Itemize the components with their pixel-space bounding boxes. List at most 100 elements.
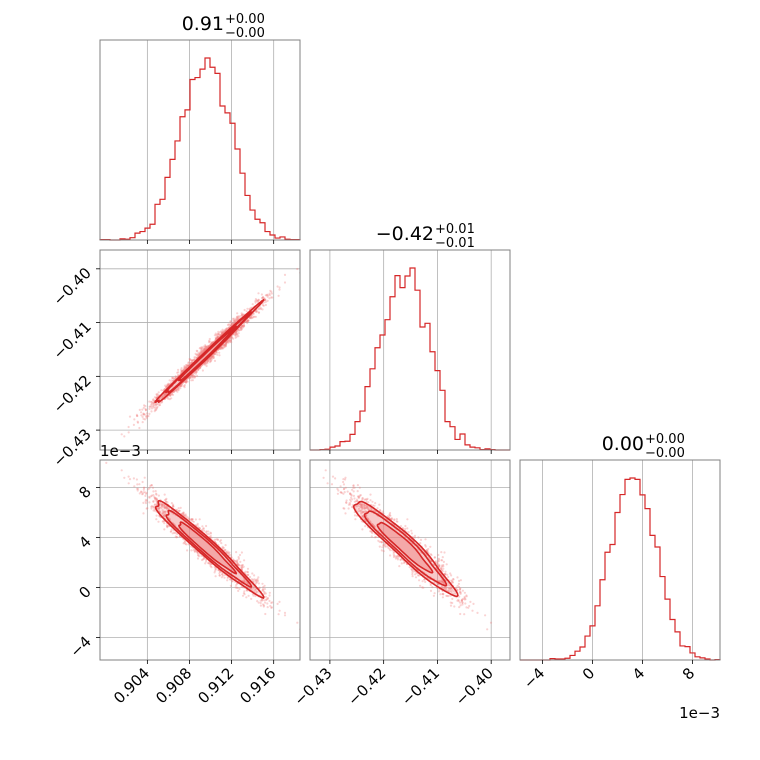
sample-point xyxy=(355,498,359,501)
sample-point xyxy=(242,324,245,327)
sample-point xyxy=(461,598,464,601)
sample-point xyxy=(234,333,237,336)
sample-point xyxy=(465,594,468,597)
sample-point xyxy=(343,487,346,490)
sample-point xyxy=(269,289,272,292)
sample-point xyxy=(259,599,262,602)
sample-point xyxy=(142,486,146,489)
sample-point xyxy=(233,321,236,324)
sample-point xyxy=(235,330,238,333)
sample-point xyxy=(204,347,207,350)
x-offset-label: 1e−3 xyxy=(679,704,720,722)
sample-point xyxy=(326,482,329,485)
sample-point xyxy=(449,604,453,607)
sample-point xyxy=(170,528,173,531)
sample-point xyxy=(235,551,238,554)
sample-point xyxy=(152,490,155,493)
sample-point xyxy=(365,506,369,509)
sample-point xyxy=(171,393,174,396)
sample-point xyxy=(254,589,257,592)
sample-point xyxy=(447,594,450,598)
sample-point xyxy=(356,490,359,493)
sample-point xyxy=(248,307,251,310)
sample-point xyxy=(336,487,339,490)
sample-point xyxy=(365,505,369,508)
sample-point xyxy=(334,477,337,480)
sample-point xyxy=(163,504,166,507)
sample-point xyxy=(196,350,199,353)
sample-point xyxy=(354,500,357,503)
sample-point xyxy=(257,292,260,295)
sample-point xyxy=(193,358,196,361)
sample-point xyxy=(449,601,452,604)
sample-point xyxy=(442,565,445,568)
sample-point xyxy=(370,508,373,511)
sample-point xyxy=(257,311,261,314)
sample-point xyxy=(207,344,211,348)
sample-point xyxy=(157,520,160,523)
sample-point xyxy=(283,281,287,284)
sample-point xyxy=(206,532,209,536)
sample-point xyxy=(437,564,440,568)
sample-point xyxy=(212,355,215,358)
sample-point xyxy=(144,502,148,505)
sample-point xyxy=(138,408,141,411)
sample-point xyxy=(183,541,186,544)
sample-point xyxy=(180,384,183,387)
sample-point xyxy=(229,323,232,326)
sample-point xyxy=(189,376,193,379)
sample-point xyxy=(363,505,366,508)
sample-point xyxy=(196,369,199,372)
sample-point xyxy=(424,544,427,547)
sample-point xyxy=(209,357,212,360)
sample-point xyxy=(361,511,364,514)
sample-point xyxy=(219,333,222,336)
sample-point xyxy=(215,351,219,354)
sample-point xyxy=(241,325,244,328)
sample-point xyxy=(191,373,194,376)
sample-point xyxy=(184,364,188,367)
sample-point xyxy=(365,514,368,517)
sample-point xyxy=(168,383,171,386)
sample-point xyxy=(441,586,444,589)
sample-point xyxy=(170,379,173,382)
sample-point xyxy=(127,425,130,429)
sample-point xyxy=(226,579,229,582)
sample-point xyxy=(177,388,180,391)
sample-point xyxy=(177,371,180,374)
sample-point xyxy=(363,506,366,509)
sample-point xyxy=(138,426,141,430)
sample-point xyxy=(145,417,148,420)
sample-point xyxy=(242,313,245,316)
sample-point xyxy=(153,509,156,512)
sample-point xyxy=(254,579,257,583)
sample-point xyxy=(219,570,222,574)
sample-point xyxy=(437,560,440,563)
sample-point xyxy=(158,404,161,407)
sample-point xyxy=(451,581,454,584)
sample-point xyxy=(410,567,413,571)
sample-point xyxy=(342,480,345,484)
sample-point xyxy=(451,597,454,601)
sample-point xyxy=(266,299,269,302)
sample-point xyxy=(192,374,195,377)
sample-point xyxy=(442,593,445,596)
sample-point xyxy=(361,510,364,513)
sample-point xyxy=(233,317,236,320)
sample-point xyxy=(266,596,269,600)
sample-point xyxy=(202,348,206,351)
sample-point xyxy=(161,505,164,508)
sample-point xyxy=(150,484,153,487)
sample-point xyxy=(451,581,454,584)
sample-point xyxy=(178,509,181,512)
sample-point xyxy=(363,498,366,501)
sample-point xyxy=(378,503,381,506)
sample-point xyxy=(364,509,367,513)
histogram-frame xyxy=(309,249,511,451)
sample-point xyxy=(237,329,240,332)
x-tick-label: 0.904 xyxy=(110,664,153,707)
sample-point xyxy=(355,505,358,508)
sample-point xyxy=(255,581,258,584)
sample-point xyxy=(423,578,426,581)
sample-point xyxy=(161,504,164,507)
